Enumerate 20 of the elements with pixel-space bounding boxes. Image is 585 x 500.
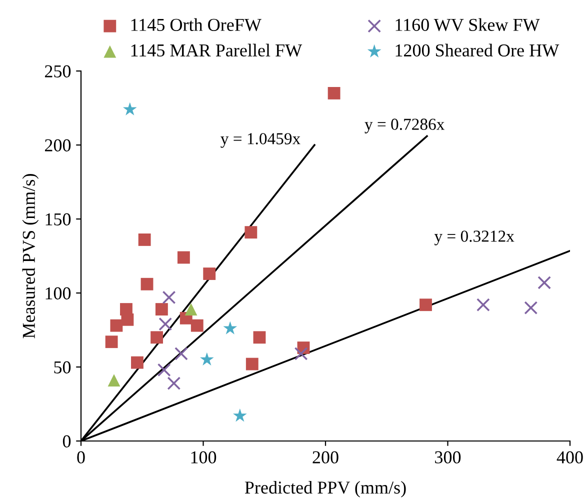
legend-label: 1145 Orth OreFW xyxy=(131,18,262,32)
y-tick-label: 250 xyxy=(44,65,71,78)
y-axis-title: Measured PVS (mm/s) xyxy=(22,174,39,338)
x-tick-label: 0 xyxy=(77,451,85,464)
x-tick-label: 400 xyxy=(556,451,583,464)
x-tick-label: 300 xyxy=(435,451,461,464)
annotation: y = 0.7286x xyxy=(364,118,444,134)
x-axis-title: Predicted PPV (mm/s) xyxy=(244,480,406,498)
y-tick-label: 200 xyxy=(44,139,71,152)
y-tick-label: 0 xyxy=(62,435,71,448)
legend-label: 1200 Sheared Ore HW xyxy=(396,44,560,57)
y-tick-label: 50 xyxy=(54,361,71,374)
x-tick-label: 100 xyxy=(191,451,216,464)
legend-label: 1145 MAR Parellel FW xyxy=(131,44,302,57)
annotation: y = 1.0459x xyxy=(220,133,300,148)
y-tick-label: 100 xyxy=(46,287,71,300)
legend-label: 1160 WV Skew FW xyxy=(396,18,540,32)
x-tick-label: 200 xyxy=(312,451,338,464)
y-tick-label: 150 xyxy=(46,213,71,226)
annotation: y = 0.3212x xyxy=(434,230,514,246)
